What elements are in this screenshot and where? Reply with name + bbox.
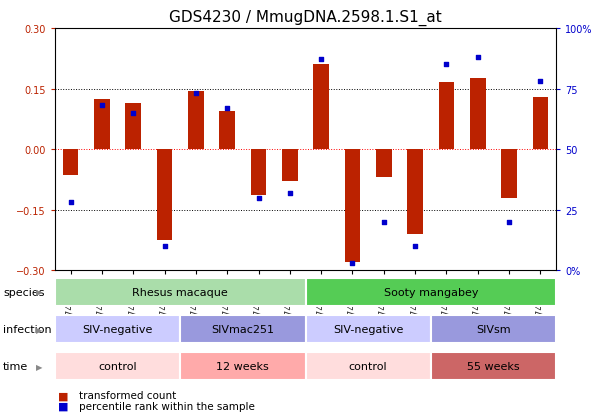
Text: SIVmac251: SIVmac251 — [211, 324, 274, 335]
Text: ▶: ▶ — [37, 325, 43, 334]
Point — [316, 57, 326, 64]
Point — [473, 55, 483, 61]
Text: ▶: ▶ — [37, 288, 43, 297]
Bar — [345, 150, 360, 263]
Text: percentile rank within the sample: percentile rank within the sample — [79, 401, 255, 411]
Text: 12 weeks: 12 weeks — [216, 361, 269, 372]
Bar — [431, 353, 556, 380]
Bar — [501, 150, 517, 198]
Bar — [180, 353, 306, 380]
Text: ▶: ▶ — [37, 362, 43, 371]
Point — [442, 62, 452, 69]
Bar — [439, 83, 454, 150]
Point — [222, 105, 232, 112]
Point — [285, 190, 295, 197]
Point — [348, 260, 357, 266]
Point — [504, 219, 514, 225]
Bar — [251, 150, 266, 196]
Point — [128, 110, 138, 117]
Bar — [376, 150, 392, 178]
Point — [66, 199, 76, 206]
Title: GDS4230 / MmugDNA.2598.1.S1_at: GDS4230 / MmugDNA.2598.1.S1_at — [169, 10, 442, 26]
Point — [159, 243, 169, 249]
Bar — [180, 316, 306, 343]
Bar — [313, 65, 329, 150]
Point — [191, 91, 201, 97]
Point — [379, 219, 389, 225]
Point — [254, 195, 263, 201]
Bar — [306, 278, 556, 306]
Point — [410, 243, 420, 249]
Text: SIV-negative: SIV-negative — [82, 324, 153, 335]
Text: SIVsm: SIVsm — [476, 324, 511, 335]
Bar — [55, 278, 306, 306]
Point — [535, 79, 545, 85]
Text: ■: ■ — [58, 390, 68, 400]
Text: control: control — [98, 361, 137, 372]
Bar — [533, 97, 548, 150]
Text: Sooty mangabey: Sooty mangabey — [384, 287, 478, 297]
Bar — [94, 100, 110, 150]
Bar — [306, 353, 431, 380]
Bar — [157, 150, 172, 240]
Bar — [282, 150, 298, 182]
Text: control: control — [349, 361, 387, 372]
Text: ■: ■ — [58, 401, 68, 411]
Text: species: species — [3, 287, 45, 297]
Bar — [63, 150, 78, 176]
Bar — [408, 150, 423, 234]
Bar — [55, 353, 180, 380]
Bar — [306, 316, 431, 343]
Text: 55 weeks: 55 weeks — [467, 361, 520, 372]
Text: transformed count: transformed count — [79, 390, 177, 400]
Text: time: time — [3, 361, 28, 372]
Bar — [431, 316, 556, 343]
Text: SIV-negative: SIV-negative — [333, 324, 403, 335]
Bar — [125, 103, 141, 150]
Bar — [219, 112, 235, 150]
Bar — [188, 91, 203, 150]
Bar — [55, 316, 180, 343]
Text: Rhesus macaque: Rhesus macaque — [133, 287, 228, 297]
Text: infection: infection — [3, 324, 52, 335]
Point — [97, 103, 107, 109]
Bar — [470, 79, 486, 150]
